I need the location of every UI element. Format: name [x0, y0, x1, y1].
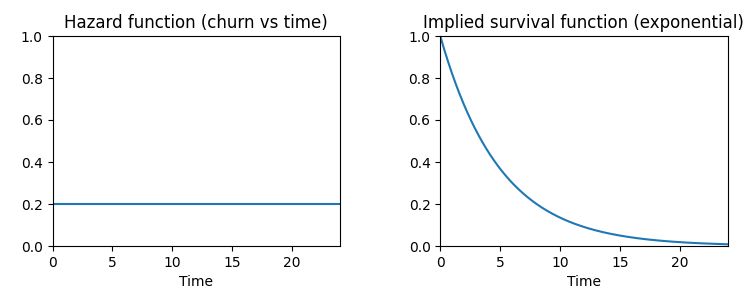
X-axis label: Time: Time [567, 275, 601, 289]
Title: Hazard function (churn vs time): Hazard function (churn vs time) [64, 14, 328, 32]
Title: Implied survival function (exponential): Implied survival function (exponential) [424, 14, 744, 32]
X-axis label: Time: Time [179, 275, 213, 289]
